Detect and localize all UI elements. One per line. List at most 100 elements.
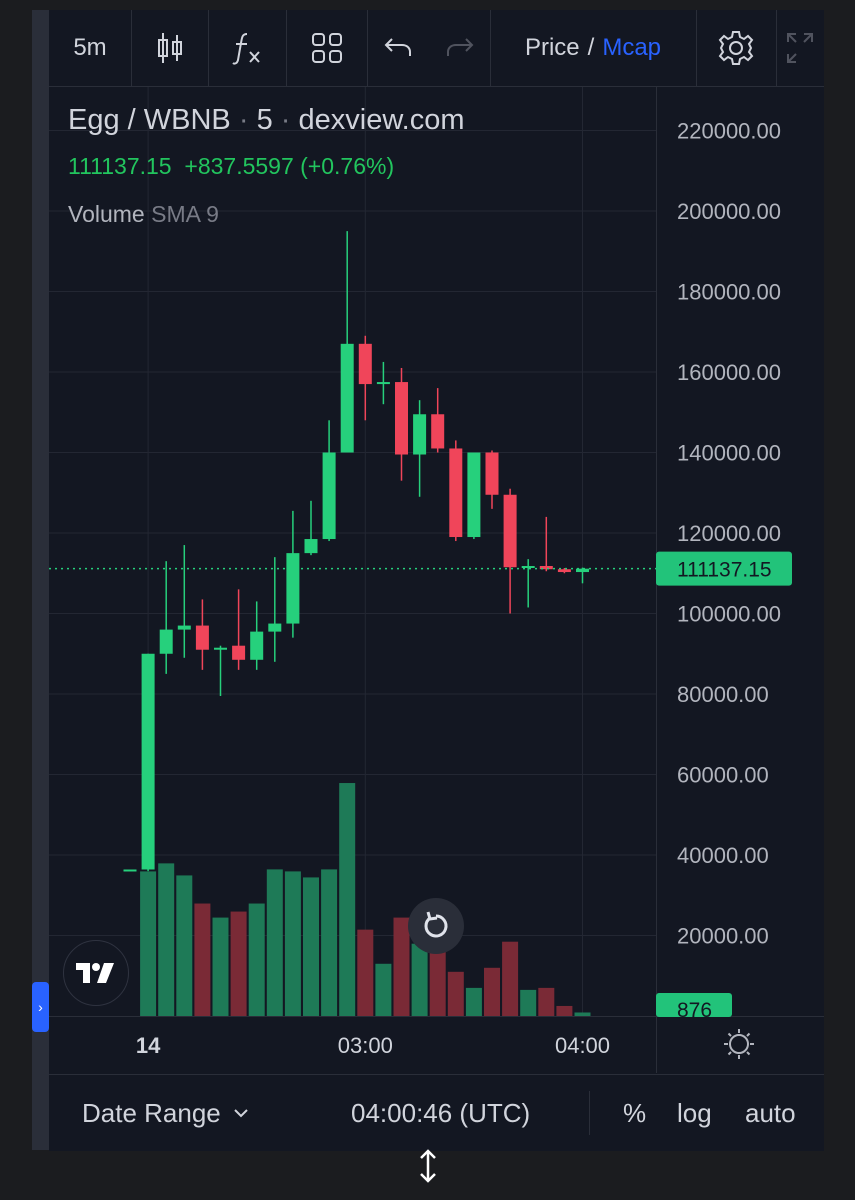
expand-panel-button[interactable]: › bbox=[32, 982, 49, 1032]
volume-bar bbox=[484, 967, 500, 1016]
log-toggle[interactable]: log bbox=[677, 1075, 712, 1151]
candle-body bbox=[286, 553, 300, 624]
volume-bar bbox=[447, 971, 464, 1016]
volume-label: Volume bbox=[68, 201, 145, 227]
chevron-down-icon bbox=[234, 1109, 248, 1118]
candle-body bbox=[449, 448, 463, 538]
bottom-divider bbox=[589, 1091, 590, 1135]
last-price-badge: 111137.15 bbox=[656, 551, 792, 586]
title-dot: · bbox=[280, 104, 291, 136]
resize-handle-icon[interactable] bbox=[415, 1148, 441, 1184]
candle-body bbox=[467, 452, 481, 538]
time-axis-settings-icon[interactable] bbox=[724, 1029, 754, 1059]
volume-bar bbox=[194, 903, 211, 1016]
price-chart[interactable]: 220000.00 200000.00 180000.00 160000.00 1400… bbox=[49, 87, 824, 1073]
candle-body bbox=[521, 566, 535, 569]
volume-legend[interactable]: Volume SMA 9 bbox=[68, 201, 219, 228]
candle-body bbox=[358, 343, 372, 385]
undo-icon bbox=[384, 38, 411, 56]
candle-body bbox=[576, 568, 589, 573]
toggle-separator: / bbox=[587, 34, 595, 61]
price-tick-label: 40000.00 bbox=[677, 843, 769, 868]
chart-type-button[interactable] bbox=[131, 10, 209, 86]
symbol-title[interactable]: Egg / WBNB · 5 · dexview.com bbox=[68, 104, 465, 137]
volume-bar bbox=[538, 987, 555, 1016]
bottom-toolbar: Date Range 04:00:46 (UTC) % log auto bbox=[49, 1074, 824, 1151]
tradingview-logo[interactable] bbox=[63, 940, 129, 1006]
candle-body bbox=[376, 382, 390, 385]
candlesticks bbox=[123, 231, 589, 872]
chevron-right-icon: › bbox=[38, 999, 43, 1015]
pair-name: Egg / WBNB bbox=[68, 104, 231, 136]
redo-button[interactable] bbox=[429, 10, 491, 86]
auto-toggle[interactable]: auto bbox=[745, 1075, 796, 1151]
price-tick-label: 80000.00 bbox=[677, 682, 769, 707]
interval-label: 5m bbox=[73, 34, 107, 61]
function-icon bbox=[232, 33, 260, 65]
candle-body bbox=[214, 647, 227, 650]
price-axis[interactable]: 220000.00 200000.00 180000.00 160000.00 1400… bbox=[677, 119, 781, 949]
candle-body bbox=[340, 343, 354, 453]
date-range-button[interactable]: Date Range bbox=[82, 1075, 249, 1151]
mcap-label: Mcap bbox=[602, 34, 662, 61]
percent-label: % bbox=[623, 1097, 647, 1128]
candle-body bbox=[159, 629, 173, 654]
volume-bar bbox=[176, 875, 193, 1016]
time-axis[interactable]: 14 03:00 04:00 bbox=[136, 1033, 610, 1058]
volume-bar bbox=[339, 783, 356, 1016]
price-mcap-toggle[interactable]: Price / Mcap bbox=[490, 10, 697, 86]
time-zone-button[interactable]: 04:00:46 (UTC) bbox=[351, 1075, 530, 1151]
volume-bar bbox=[266, 869, 283, 1016]
price-tick-label: 20000.00 bbox=[677, 924, 769, 949]
reset-chart-button[interactable] bbox=[408, 898, 464, 954]
layout-button[interactable] bbox=[286, 10, 368, 86]
price-label: Price bbox=[524, 34, 580, 61]
volume-bar bbox=[375, 963, 392, 1016]
candle-body bbox=[503, 494, 517, 568]
time-tick-label: 03:00 bbox=[338, 1033, 393, 1058]
volume-bar bbox=[520, 989, 537, 1016]
price-tick-label: 60000.00 bbox=[677, 763, 769, 788]
candle-body bbox=[539, 566, 553, 570]
volume-bar bbox=[212, 917, 229, 1016]
interval-value: 5 bbox=[256, 104, 273, 136]
volume-bar bbox=[574, 1012, 591, 1016]
volume-bar bbox=[465, 987, 482, 1016]
title-dot: · bbox=[238, 104, 249, 136]
volume-bar bbox=[357, 929, 374, 1016]
volume-bar bbox=[140, 871, 157, 1016]
fullscreen-button[interactable] bbox=[776, 10, 824, 86]
interval-button[interactable]: 5m bbox=[49, 10, 132, 86]
sma-label: SMA 9 bbox=[151, 201, 219, 227]
price-tick-label: 140000.00 bbox=[677, 441, 781, 466]
undo-button[interactable] bbox=[367, 10, 429, 86]
rotate-icon bbox=[424, 911, 448, 938]
volume-bar bbox=[411, 943, 428, 1016]
gear-icon bbox=[718, 31, 754, 65]
price-tick-label: 200000.00 bbox=[677, 199, 781, 224]
chart-toolbar: 5m bbox=[49, 10, 824, 87]
volume-bar bbox=[158, 863, 175, 1016]
candle-body bbox=[250, 631, 264, 660]
price-tick-label: 180000.00 bbox=[677, 280, 781, 305]
price-tick-label: 220000.00 bbox=[677, 119, 781, 144]
grid-icon bbox=[311, 33, 342, 63]
percent-toggle[interactable]: % bbox=[623, 1075, 646, 1151]
candle-body bbox=[322, 452, 336, 540]
price-tick-label: 160000.00 bbox=[677, 360, 781, 385]
candle-body bbox=[413, 414, 427, 455]
volume-bar bbox=[248, 903, 265, 1016]
candles-icon bbox=[157, 33, 182, 63]
volume-bar bbox=[303, 877, 319, 1016]
volume-bar bbox=[429, 947, 446, 1016]
price-change: +837.5597 (+0.76%) bbox=[184, 153, 395, 179]
candle-body bbox=[557, 569, 571, 573]
volume-badge: 876 bbox=[656, 993, 732, 1022]
candle-body bbox=[195, 625, 209, 650]
volume-bars bbox=[140, 783, 591, 1016]
time-tick-label: 14 bbox=[136, 1033, 161, 1058]
price-tick-label: 120000.00 bbox=[677, 521, 781, 546]
date-range-label: Date Range bbox=[82, 1097, 221, 1128]
indicators-button[interactable] bbox=[208, 10, 287, 86]
settings-button[interactable] bbox=[696, 10, 777, 86]
